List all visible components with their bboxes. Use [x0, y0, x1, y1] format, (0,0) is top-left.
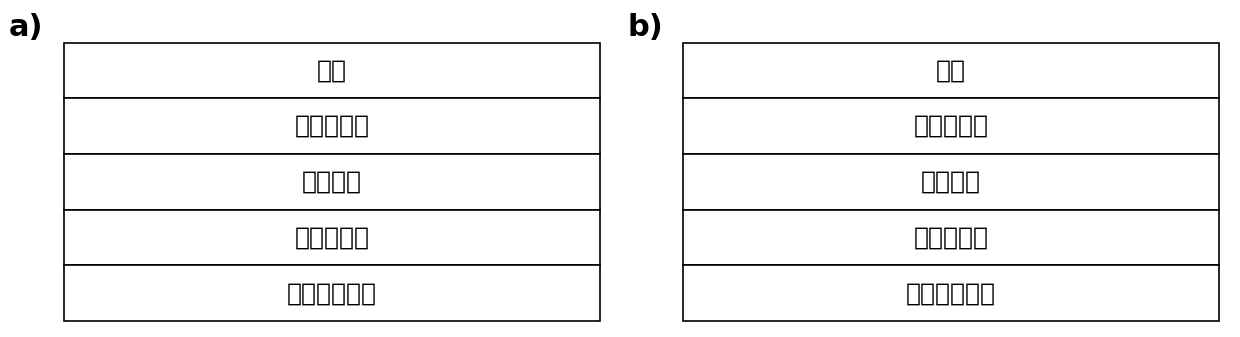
Text: 电子传输层: 电子传输层: [295, 114, 370, 138]
FancyBboxPatch shape: [64, 154, 600, 210]
FancyBboxPatch shape: [683, 265, 1219, 321]
Text: 空穴传输层: 空穴传输层: [914, 114, 988, 138]
FancyBboxPatch shape: [683, 210, 1219, 265]
Text: 电子传输层: 电子传输层: [914, 225, 988, 249]
Text: 空穴传输层: 空穴传输层: [295, 225, 370, 249]
Text: b): b): [627, 13, 663, 42]
FancyBboxPatch shape: [683, 154, 1219, 210]
Text: a): a): [9, 13, 43, 42]
FancyBboxPatch shape: [683, 98, 1219, 154]
FancyBboxPatch shape: [64, 265, 600, 321]
Text: 电极: 电极: [936, 58, 966, 82]
Text: 钙钛矿层: 钙钛矿层: [921, 170, 981, 194]
FancyBboxPatch shape: [683, 42, 1219, 98]
FancyBboxPatch shape: [64, 42, 600, 98]
FancyBboxPatch shape: [64, 210, 600, 265]
Text: 透明导电衬底: 透明导电衬底: [906, 281, 996, 305]
FancyBboxPatch shape: [64, 98, 600, 154]
Text: 透明导电衬底: 透明导电衬底: [288, 281, 377, 305]
Text: 电极: 电极: [317, 58, 347, 82]
Text: 钙钛矿层: 钙钛矿层: [303, 170, 362, 194]
